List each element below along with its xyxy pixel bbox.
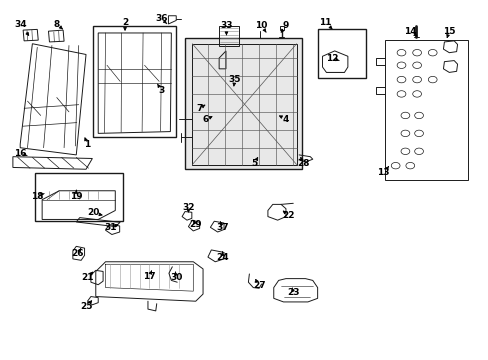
Text: 20: 20 [87, 208, 100, 217]
Bar [93, 26, 176, 137]
Text: 17: 17 [143, 271, 155, 280]
Text: 16: 16 [14, 149, 26, 158]
Text: 21: 21 [81, 273, 94, 282]
Text: 3: 3 [158, 86, 164, 95]
Text: 31: 31 [104, 223, 117, 232]
Text: 2: 2 [122, 18, 128, 27]
Text: 6: 6 [202, 115, 208, 124]
Text: 29: 29 [189, 220, 202, 229]
Text: 30: 30 [170, 273, 182, 282]
Text: 36: 36 [155, 14, 167, 23]
Text: 32: 32 [182, 203, 194, 212]
Bar [184, 39, 302, 169]
Text: 4: 4 [282, 114, 288, 123]
Text: 9: 9 [282, 21, 288, 30]
Text: 12: 12 [325, 54, 338, 63]
Text: 11: 11 [318, 18, 330, 27]
Bar [35, 173, 122, 221]
Text: 1: 1 [84, 140, 90, 149]
Text: 37: 37 [216, 223, 228, 232]
Text: 23: 23 [286, 288, 299, 297]
Text: 15: 15 [442, 27, 455, 36]
Text: 26: 26 [71, 249, 84, 258]
Text: 33: 33 [220, 21, 232, 30]
Text: 19: 19 [70, 192, 82, 201]
Text: 8: 8 [54, 19, 60, 28]
Text: 10: 10 [255, 21, 267, 30]
Text: 14: 14 [403, 27, 416, 36]
Text: 13: 13 [376, 168, 389, 177]
Text: 5: 5 [251, 159, 257, 168]
Text: 7: 7 [196, 104, 203, 113]
Text: 22: 22 [282, 211, 294, 220]
Text: 24: 24 [216, 253, 228, 262]
Text: 27: 27 [252, 281, 265, 290]
Text: 34: 34 [14, 19, 26, 28]
Text: 18: 18 [31, 192, 43, 201]
Bar [317, 30, 366, 78]
Text: 25: 25 [80, 302, 92, 311]
Text: 28: 28 [296, 159, 308, 168]
Text: 35: 35 [228, 75, 241, 84]
Bar [279, 26, 284, 30]
